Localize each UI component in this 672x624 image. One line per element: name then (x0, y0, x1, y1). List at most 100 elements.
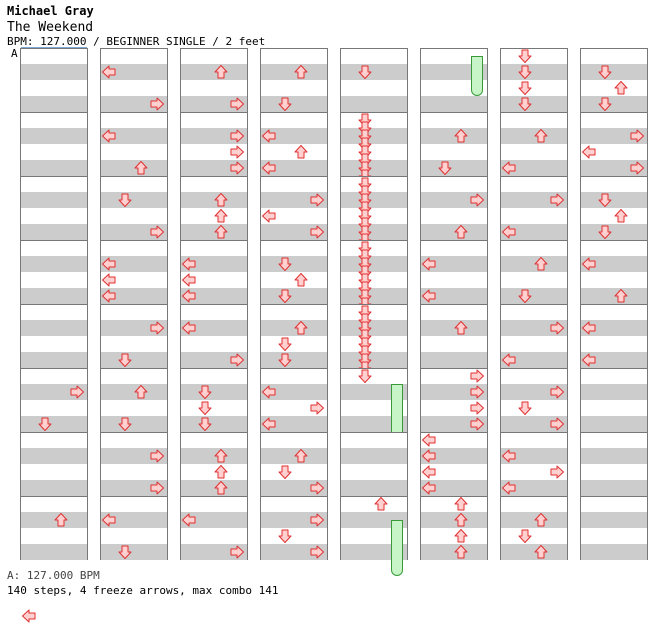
measure (580, 48, 648, 112)
step-arrow-left (182, 289, 196, 303)
measure (100, 496, 168, 560)
beat-band (421, 96, 487, 112)
beat-band (181, 256, 247, 272)
step-arrow-left (502, 161, 516, 175)
beat-band (181, 512, 247, 528)
step-arrow-down (278, 257, 292, 271)
step-arrow-up (374, 497, 388, 511)
beat-band (181, 288, 247, 304)
step-arrow-right (310, 513, 324, 527)
measure (500, 432, 568, 496)
step-arrow-up (214, 465, 228, 479)
beat-band (341, 448, 407, 464)
measure (580, 432, 648, 496)
beat-band (501, 128, 567, 144)
beat-band (101, 224, 167, 240)
step-arrow-left (262, 129, 276, 143)
step-arrow-right (150, 449, 164, 463)
step-arrow-right (630, 129, 644, 143)
step-arrow-left (422, 449, 436, 463)
measure (420, 176, 488, 240)
beat-band (101, 96, 167, 112)
beat-band (261, 512, 327, 528)
step-arrow-left (582, 257, 596, 271)
beat-band (501, 256, 567, 272)
step-arrow-down (198, 401, 212, 415)
measure (260, 48, 328, 112)
beat-band (101, 512, 167, 528)
step-arrow-down (278, 529, 292, 543)
measure (500, 176, 568, 240)
step-arrow-right (310, 225, 324, 239)
measure (580, 240, 648, 304)
beat-band (21, 192, 87, 208)
measure (180, 304, 248, 368)
step-arrow-left (422, 465, 436, 479)
beat-band (181, 544, 247, 560)
beat-band (261, 416, 327, 432)
beat-band (501, 320, 567, 336)
beat-band (581, 480, 647, 496)
measure (20, 240, 88, 304)
step-arrow-up (134, 161, 148, 175)
beat-band (421, 320, 487, 336)
beat-band (181, 448, 247, 464)
step-arrow-left (502, 225, 516, 239)
measure (420, 112, 488, 176)
step-arrow-left (102, 65, 116, 79)
measure (340, 240, 408, 311)
step-arrow-left (262, 161, 276, 175)
measure (100, 240, 168, 304)
beat-band (581, 96, 647, 112)
step-arrow-up (534, 257, 548, 271)
step-arrow-right (310, 545, 324, 559)
beat-band (21, 288, 87, 304)
beat-band (341, 96, 407, 112)
measure (340, 496, 408, 576)
beat-band (341, 544, 407, 560)
beat-band (181, 192, 247, 208)
beat-band (21, 64, 87, 80)
step-arrow-left (422, 289, 436, 303)
step-arrow-right (550, 465, 564, 479)
measure (340, 112, 408, 183)
step-arrow-up (214, 209, 228, 223)
beat-band (21, 352, 87, 368)
beat-band (181, 416, 247, 432)
beat-band (101, 384, 167, 400)
beat-band (21, 160, 87, 176)
measure (260, 368, 328, 432)
step-arrow-down (438, 161, 452, 175)
measure (100, 112, 168, 176)
step-arrow-up (454, 513, 468, 527)
beat-band (181, 64, 247, 80)
beat-band (581, 160, 647, 176)
measure (420, 368, 488, 432)
measure (20, 48, 88, 112)
beat-band (101, 320, 167, 336)
beat-band (261, 224, 327, 240)
step-arrow-up (454, 545, 468, 559)
beat-band (421, 352, 487, 368)
step-arrow-down (38, 417, 52, 431)
beat-band (581, 192, 647, 208)
step-arrow-up (294, 145, 308, 159)
step-arrow-right (230, 545, 244, 559)
beat-band (421, 128, 487, 144)
step-arrow-down (518, 401, 532, 415)
step-arrow-down (598, 97, 612, 111)
step-arrow-right (550, 193, 564, 207)
beat-band (341, 320, 407, 336)
beat-band (421, 288, 487, 304)
measure (580, 112, 648, 176)
step-arrow-up (214, 481, 228, 495)
beat-band (21, 512, 87, 528)
beat-band (341, 64, 407, 80)
beat-band (261, 320, 327, 336)
beat-band (341, 512, 407, 528)
measure (340, 432, 408, 496)
measure (340, 368, 408, 480)
step-arrow-up (534, 545, 548, 559)
beat-band (501, 448, 567, 464)
step-arrow-right (150, 97, 164, 111)
